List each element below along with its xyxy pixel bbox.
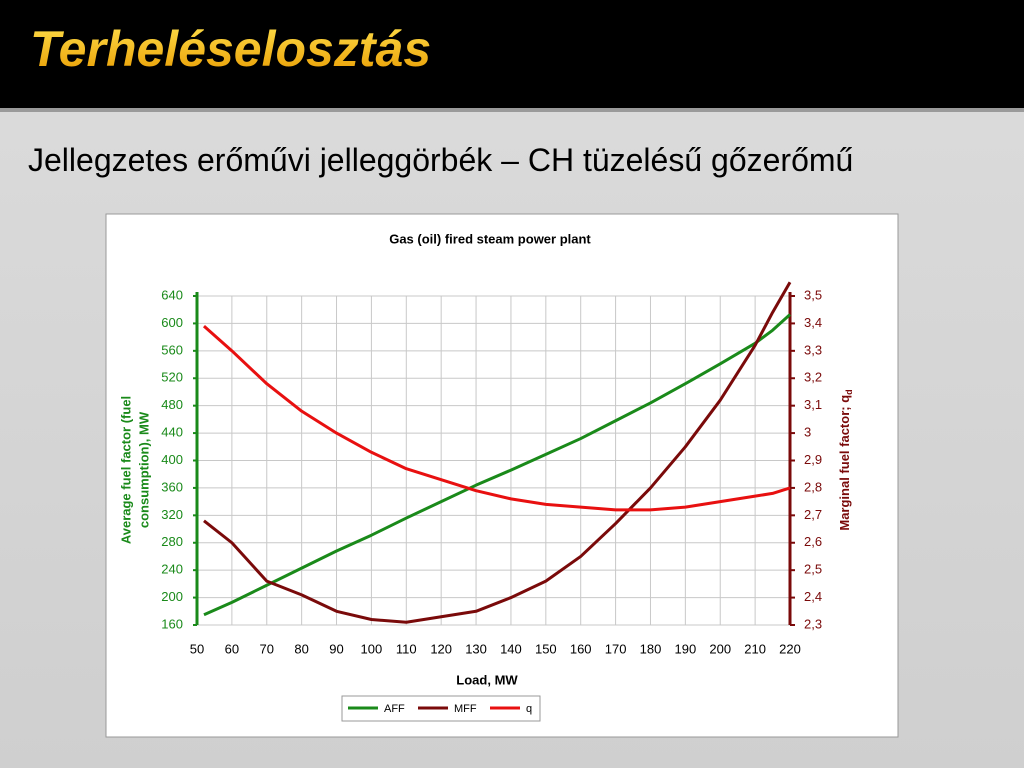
y-tick-label: 320 <box>161 507 183 522</box>
legend-label: AFF <box>384 703 405 715</box>
x-axis-label: Load, MW <box>456 672 518 687</box>
y2-tick-label: 2,3 <box>804 616 822 631</box>
y2-tick-label: 3,2 <box>804 370 822 385</box>
slide-title: Terheléselosztás <box>30 21 432 77</box>
series-line <box>203 281 792 624</box>
y2-axis-label-text: Marginal fuel factor; q <box>837 395 852 531</box>
y-tick-label: 360 <box>161 479 183 494</box>
header: Terheléselosztás <box>0 0 1024 112</box>
y-axis-label: Average fuel factor (fuel consumption), … <box>118 396 151 544</box>
chart-title: Gas (oil) fired steam power plant <box>389 231 591 246</box>
y-tick-label: 600 <box>161 315 183 330</box>
y2-tick-label: 2,5 <box>804 562 822 577</box>
y-tick-label: 520 <box>161 370 183 385</box>
x-tick-label: 60 <box>225 641 239 656</box>
y-tick-label: 200 <box>161 589 183 604</box>
y-tick-label: 440 <box>161 425 183 440</box>
y-tick-label: 640 <box>161 287 183 302</box>
x-tick-label: 50 <box>190 641 204 656</box>
y-tick-label: 480 <box>161 397 183 412</box>
x-tick-label: 150 <box>535 641 557 656</box>
x-tick-label: 110 <box>396 641 417 656</box>
y-tick-label: 560 <box>161 342 183 357</box>
y2-tick-label: 2,7 <box>804 507 822 522</box>
x-tick-label: 140 <box>500 641 522 656</box>
x-tick-label: 70 <box>260 641 274 656</box>
y2-tick-label: 3 <box>804 425 811 440</box>
y2-tick-label: 2,6 <box>804 534 822 549</box>
x-tick-label: 210 <box>744 641 766 656</box>
x-tick-label: 170 <box>605 641 627 656</box>
y-tick-label: 160 <box>161 616 183 631</box>
x-tick-label: 220 <box>779 641 801 656</box>
y2-tick-label: 3,3 <box>804 342 822 357</box>
x-tick-label: 100 <box>361 641 383 656</box>
y2-tick-label: 3,1 <box>804 397 822 412</box>
x-tick-label: 80 <box>294 641 308 656</box>
x-tick-label: 130 <box>465 641 487 656</box>
y-tick-label: 400 <box>161 452 183 467</box>
y2-axis-label-sub: d <box>844 389 854 395</box>
y2-tick-label: 3,4 <box>804 315 822 330</box>
y2-tick-label: 2,4 <box>804 589 822 604</box>
x-tick-label: 190 <box>675 641 697 656</box>
x-tick-label: 200 <box>709 641 731 656</box>
y2-tick-label: 2,9 <box>804 452 822 467</box>
y2-axis-label: Marginal fuel factor; qd <box>837 389 854 530</box>
x-tick-label: 120 <box>430 641 452 656</box>
x-tick-label: 180 <box>640 641 662 656</box>
y-axis-label-line: Average fuel factor (fuel <box>118 396 133 544</box>
legend-label: q <box>526 703 532 715</box>
legend-label: MFF <box>454 703 477 715</box>
subtitle: Jellegzetes erőművi jelleggörbék – CH tü… <box>28 142 854 178</box>
x-tick-label: 160 <box>570 641 592 656</box>
y2-tick-label: 2,8 <box>804 479 822 494</box>
series-line <box>203 313 792 617</box>
y-tick-label: 240 <box>161 562 183 577</box>
x-tick-label: 90 <box>329 641 343 656</box>
series-line <box>202 325 791 512</box>
y-tick-label: 280 <box>161 534 183 549</box>
y-axis-label-line: consumption), MW <box>136 411 151 528</box>
y2-tick-label: 3,5 <box>804 287 822 302</box>
